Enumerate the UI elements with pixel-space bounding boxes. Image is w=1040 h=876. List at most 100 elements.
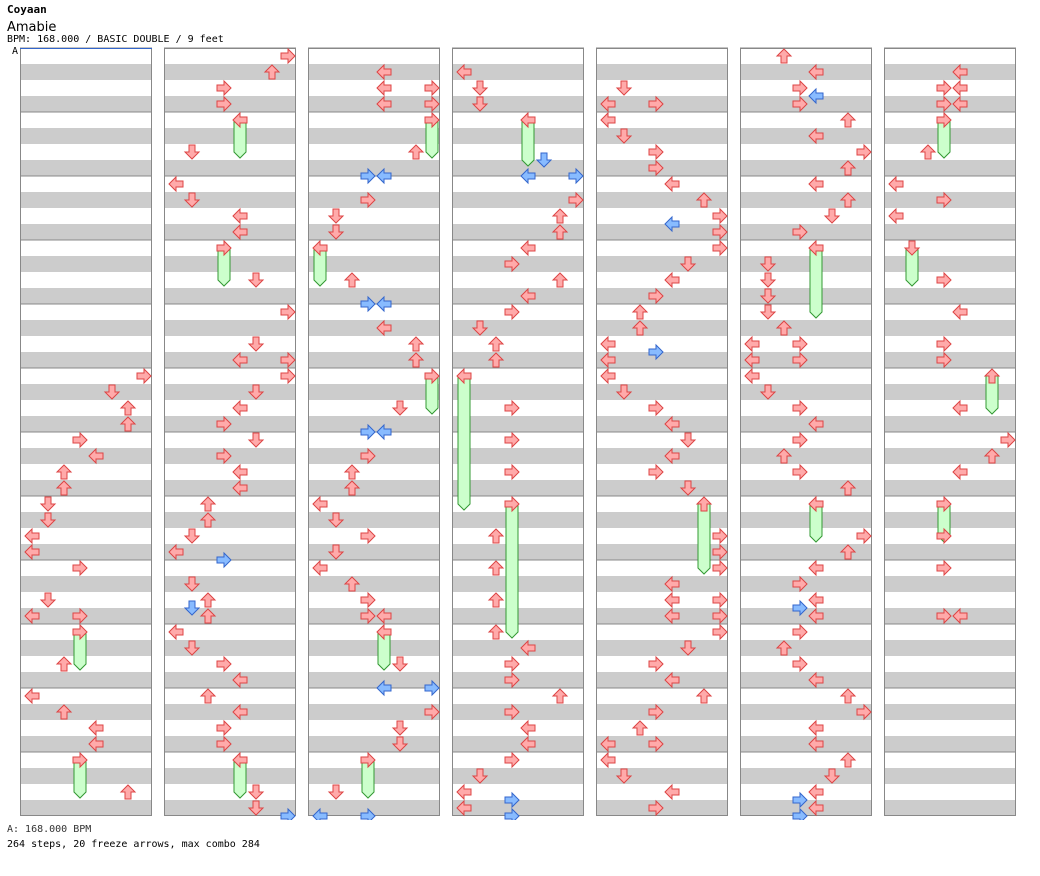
step-arrow (744, 351, 760, 369)
step-arrow (648, 703, 664, 721)
step-arrow (648, 655, 664, 673)
artist-name: Coyaan (7, 3, 47, 16)
step-arrow (471, 96, 489, 112)
beat-stripe (164, 544, 296, 560)
beat-stripe (308, 704, 440, 720)
step-arrow (487, 336, 505, 352)
step-arrow (183, 600, 201, 616)
step-arrow (936, 79, 952, 97)
step-arrow (168, 623, 184, 641)
step-arrow (232, 223, 248, 241)
beat-stripe (884, 800, 1016, 816)
step-arrow (759, 256, 777, 272)
beat-stripe (20, 352, 152, 368)
step-arrow (24, 607, 40, 625)
step-arrow (360, 591, 376, 609)
beat-stripe (884, 160, 1016, 176)
beat-stripe (884, 384, 1016, 400)
step-arrow (88, 447, 104, 465)
step-arrow (376, 423, 392, 441)
beat-stripe (164, 608, 296, 624)
beat-stripe (164, 768, 296, 784)
step-arrow (759, 384, 777, 400)
beat-stripe (884, 288, 1016, 304)
beat-stripe (164, 384, 296, 400)
step-arrow (952, 607, 968, 625)
step-arrow (312, 495, 328, 513)
beat-stripe (164, 224, 296, 240)
step-arrow (232, 207, 248, 225)
beat-stripe (740, 288, 872, 304)
beat-stripe (884, 480, 1016, 496)
step-arrow (664, 671, 680, 689)
step-arrow (679, 640, 697, 656)
step-arrow (360, 607, 376, 625)
beat-stripe (740, 704, 872, 720)
beat-stripe (884, 64, 1016, 80)
step-arrow (535, 152, 553, 168)
step-arrow (808, 87, 824, 105)
beat-stripe (308, 320, 440, 336)
step-arrow (360, 447, 376, 465)
step-arrow (648, 143, 664, 161)
step-arrow (232, 479, 248, 497)
beat-stripe (452, 736, 584, 752)
step-arrow (808, 607, 824, 625)
beat-stripe (308, 736, 440, 752)
step-arrow (391, 720, 409, 736)
beat-stripe (740, 672, 872, 688)
step-arrow (216, 79, 232, 97)
step-arrow (808, 799, 824, 817)
step-arrow (792, 95, 808, 113)
step-arrow (520, 735, 536, 753)
beat-stripe (164, 576, 296, 592)
step-arrow (551, 224, 569, 240)
step-arrow (808, 63, 824, 81)
step-arrow (983, 368, 1001, 384)
freeze-arrow (697, 503, 711, 575)
beat-stripe (308, 512, 440, 528)
beat-stripe (308, 800, 440, 816)
beat-stripe (740, 160, 872, 176)
step-arrow (712, 607, 728, 625)
step-arrow (520, 111, 536, 129)
step-arrow (504, 807, 520, 820)
step-arrow (119, 784, 137, 800)
beat-stripe (740, 768, 872, 784)
step-arrow (72, 431, 88, 449)
step-arrow (216, 95, 232, 113)
step-arrow (808, 783, 824, 801)
step-arrow (808, 559, 824, 577)
step-arrow (712, 207, 728, 225)
beat-stripe (596, 576, 728, 592)
step-arrow (232, 751, 248, 769)
beat-stripe (308, 288, 440, 304)
step-arrow (615, 768, 633, 784)
step-arrow (952, 95, 968, 113)
step-arrow (856, 527, 872, 545)
step-arrow (456, 799, 472, 817)
step-arrow (615, 128, 633, 144)
step-arrow (232, 703, 248, 721)
step-arrow (360, 751, 376, 769)
step-arrow (280, 367, 296, 385)
step-arrow (216, 735, 232, 753)
beat-stripe (884, 704, 1016, 720)
step-arrow (376, 79, 392, 97)
beat-stripe (164, 192, 296, 208)
beat-stripe (308, 672, 440, 688)
beat-stripe (20, 416, 152, 432)
beat-stripe (452, 320, 584, 336)
step-arrow (407, 352, 425, 368)
step-arrow (88, 735, 104, 753)
step-arrow (391, 656, 409, 672)
step-arrow (280, 351, 296, 369)
step-arrow (936, 111, 952, 129)
step-arrow (648, 799, 664, 817)
step-arrow (792, 335, 808, 353)
step-arrow (808, 591, 824, 609)
beat-stripe (20, 384, 152, 400)
chart-column (452, 47, 584, 816)
beat-stripe (452, 96, 584, 112)
step-arrow (936, 335, 952, 353)
